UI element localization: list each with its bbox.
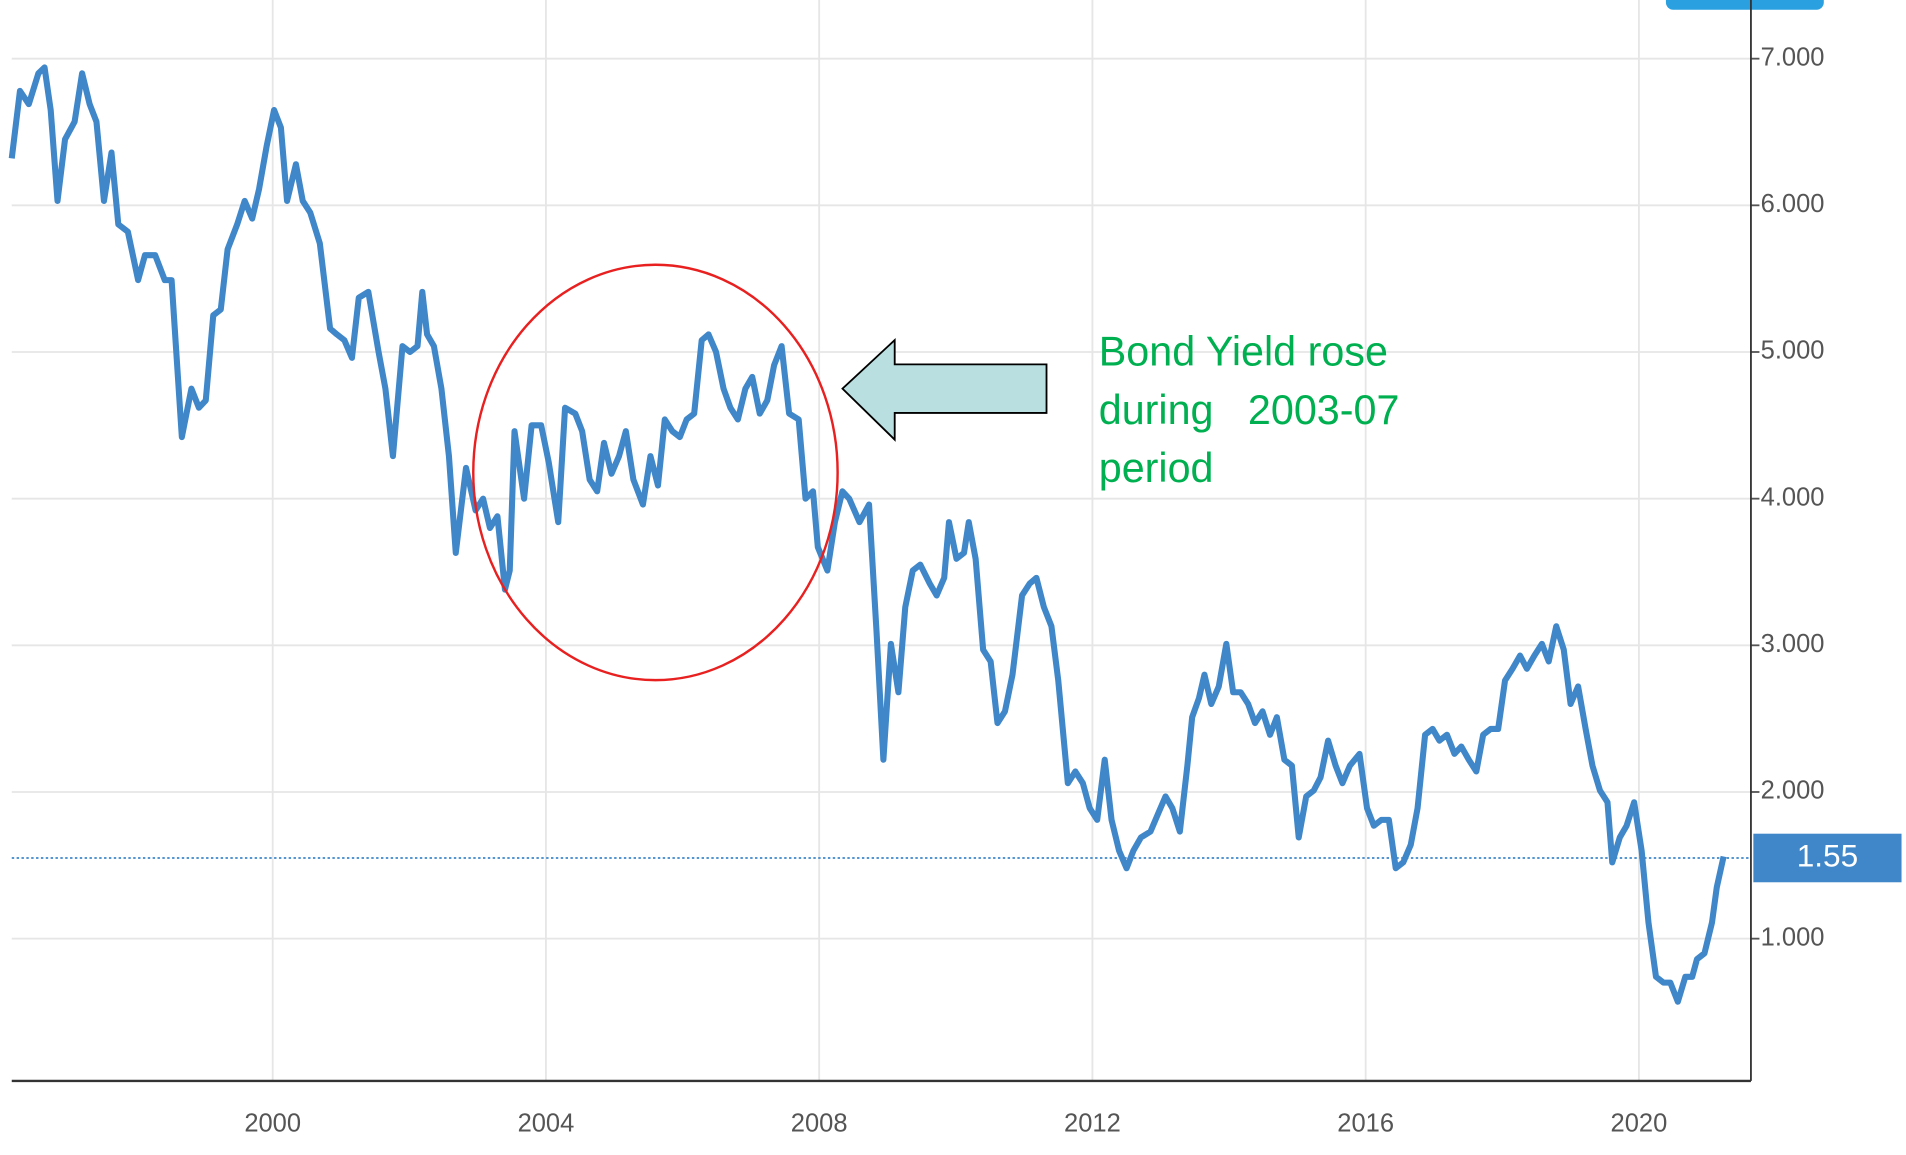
y-tick-label: 6.000 <box>1761 190 1825 218</box>
x-tick-label: 2008 <box>791 1109 848 1137</box>
current-value-label: 1.55 <box>1797 837 1858 873</box>
annotation: during 2003-07 <box>1099 387 1400 433</box>
x-tick-label: 2020 <box>1611 1109 1668 1137</box>
y-tick-label: 4.000 <box>1761 483 1825 511</box>
x-tick-label: 2012 <box>1064 1109 1121 1137</box>
y-tick-label: 1.000 <box>1761 923 1825 951</box>
x-tick-label: 2004 <box>518 1109 575 1137</box>
y-tick-label: 2.000 <box>1761 777 1825 805</box>
arrow <box>841 337 1048 442</box>
y-tick-label: 5.000 <box>1761 337 1825 365</box>
x-tick-label: 2000 <box>244 1109 301 1137</box>
y-tick-label: 3.000 <box>1761 630 1825 658</box>
grid: 1.000 2.000 3.000 4.000 5.000 6.000 7.000 2000 2… <box>11 0 1825 1137</box>
line-series <box>8 64 1727 1005</box>
current-value-box <box>1753 833 1902 883</box>
x-tick-label: 2016 <box>1337 1109 1394 1137</box>
annotation: period <box>1099 445 1214 491</box>
plot: 1.55 <box>8 64 1902 1005</box>
toolbar-button[interactable] <box>1665 0 1824 10</box>
annotation: Bond Yield rose <box>1099 329 1388 375</box>
y-tick-label: 7.000 <box>1761 43 1825 71</box>
highlight-circle <box>472 263 839 682</box>
